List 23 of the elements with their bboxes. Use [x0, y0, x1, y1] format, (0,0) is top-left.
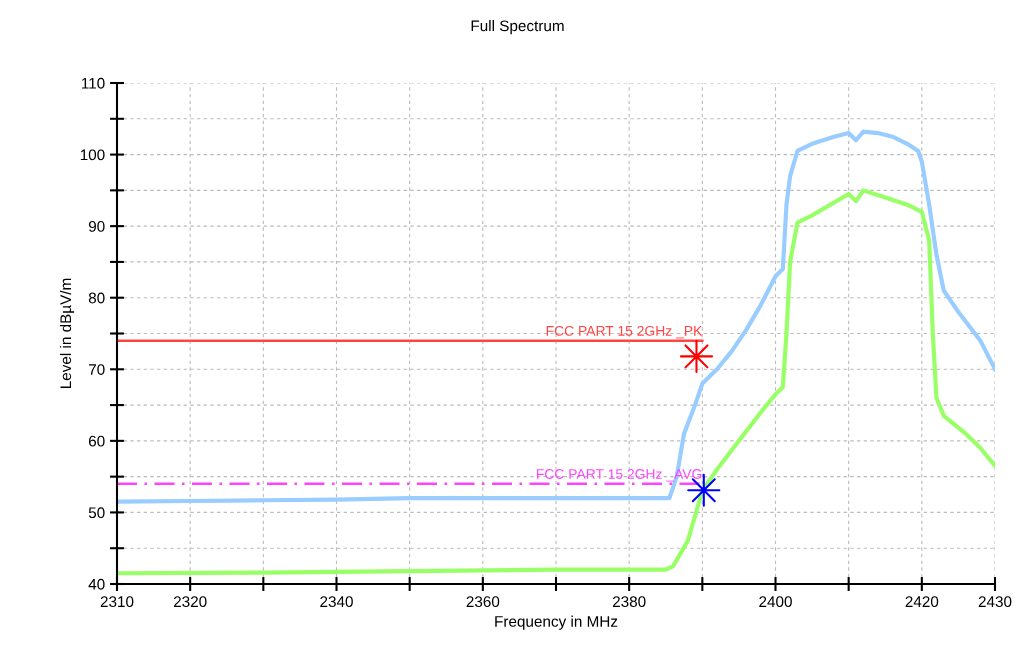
series-label: FCC PART 15 2GHz _AVG	[536, 469, 702, 482]
x-axis-title: Frequency in MHz	[495, 615, 618, 630]
y-tick-label: 110	[82, 77, 105, 89]
x-tick-label: 2320	[173, 596, 207, 608]
chart-title: Full Spectrum	[471, 20, 564, 35]
y-tick-label: 50	[88, 507, 105, 519]
x-tick-label: 2400	[759, 596, 792, 608]
line-series	[117, 129, 995, 504]
x-tick-label: 2360	[466, 596, 500, 608]
x-tick-label: 2420	[905, 596, 939, 608]
x-tick-label: 2430	[978, 596, 1012, 608]
x-tick-label: 2380	[612, 596, 646, 608]
y-tick-label: 100	[80, 149, 105, 161]
y-tick-label: 70	[88, 364, 105, 375]
y-tick-label: 40	[88, 578, 105, 590]
y-axis-title: Level in dBµV/m	[59, 278, 75, 389]
x-tick-label: 2310	[100, 596, 134, 608]
y-tick-label: 80	[88, 292, 105, 304]
y-tick-label: 90	[88, 221, 105, 232]
series-label: FCC PART 15 2GHz _PK	[546, 325, 703, 339]
x-tick-label: 2340	[320, 596, 353, 608]
line-series	[117, 188, 995, 576]
y-tick-label: 60	[88, 435, 105, 447]
